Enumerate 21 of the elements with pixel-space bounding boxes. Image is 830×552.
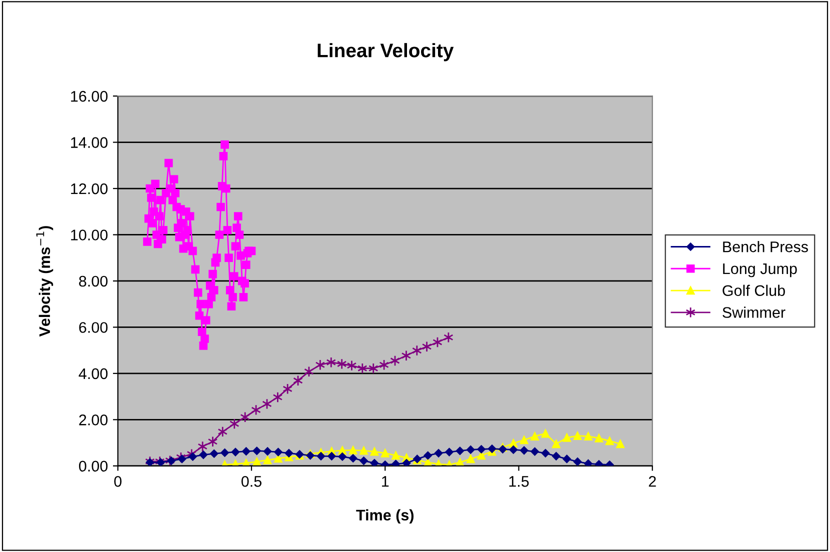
x-tick-label: 2 [648, 476, 656, 487]
y-tick-label: 16.00 [71, 90, 108, 102]
chart-title: Linear Velocity [318, 43, 454, 62]
x-tick-label: 1 [382, 476, 389, 487]
y-tick-label: 2.00 [79, 414, 108, 426]
x-tick-label: 0 [114, 476, 122, 487]
legend-label: Bench Press [723, 241, 808, 252]
y-tick-label: 4.00 [78, 368, 108, 380]
y-tick-label: 0.00 [79, 460, 108, 472]
x-tick-label: 1.5 [509, 476, 529, 487]
y-tick-label: 6.00 [79, 322, 108, 333]
legend-label: Swimmer [722, 306, 786, 318]
y-tick-label: 10.00 [71, 230, 108, 240]
legend-label: Golf Club [722, 284, 785, 296]
y-tick-label: 8.00 [79, 276, 108, 287]
y-axis-title: Velocity (ms$^{−1}$) [36, 226, 54, 337]
y-tick-label: 12.00 [71, 183, 108, 194]
x-axis-title: Time (s) [356, 509, 414, 524]
y-tick-label: 14.00 [71, 137, 108, 148]
x-tick-label: 0.5 [241, 476, 262, 487]
legend-label: Long Jump [723, 263, 797, 278]
